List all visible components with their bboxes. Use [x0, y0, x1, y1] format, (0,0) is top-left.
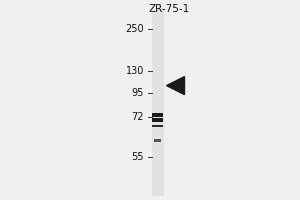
Polygon shape [167, 77, 184, 95]
FancyBboxPatch shape [152, 10, 164, 196]
Text: 130: 130 [126, 66, 144, 76]
Text: 72: 72 [131, 112, 144, 122]
FancyBboxPatch shape [154, 139, 161, 142]
Text: 250: 250 [125, 24, 144, 34]
Text: 95: 95 [132, 88, 144, 98]
FancyBboxPatch shape [152, 113, 163, 117]
Text: ZR-75-1: ZR-75-1 [149, 4, 190, 14]
FancyBboxPatch shape [152, 125, 163, 127]
FancyBboxPatch shape [152, 118, 163, 122]
Text: 55: 55 [131, 152, 144, 162]
